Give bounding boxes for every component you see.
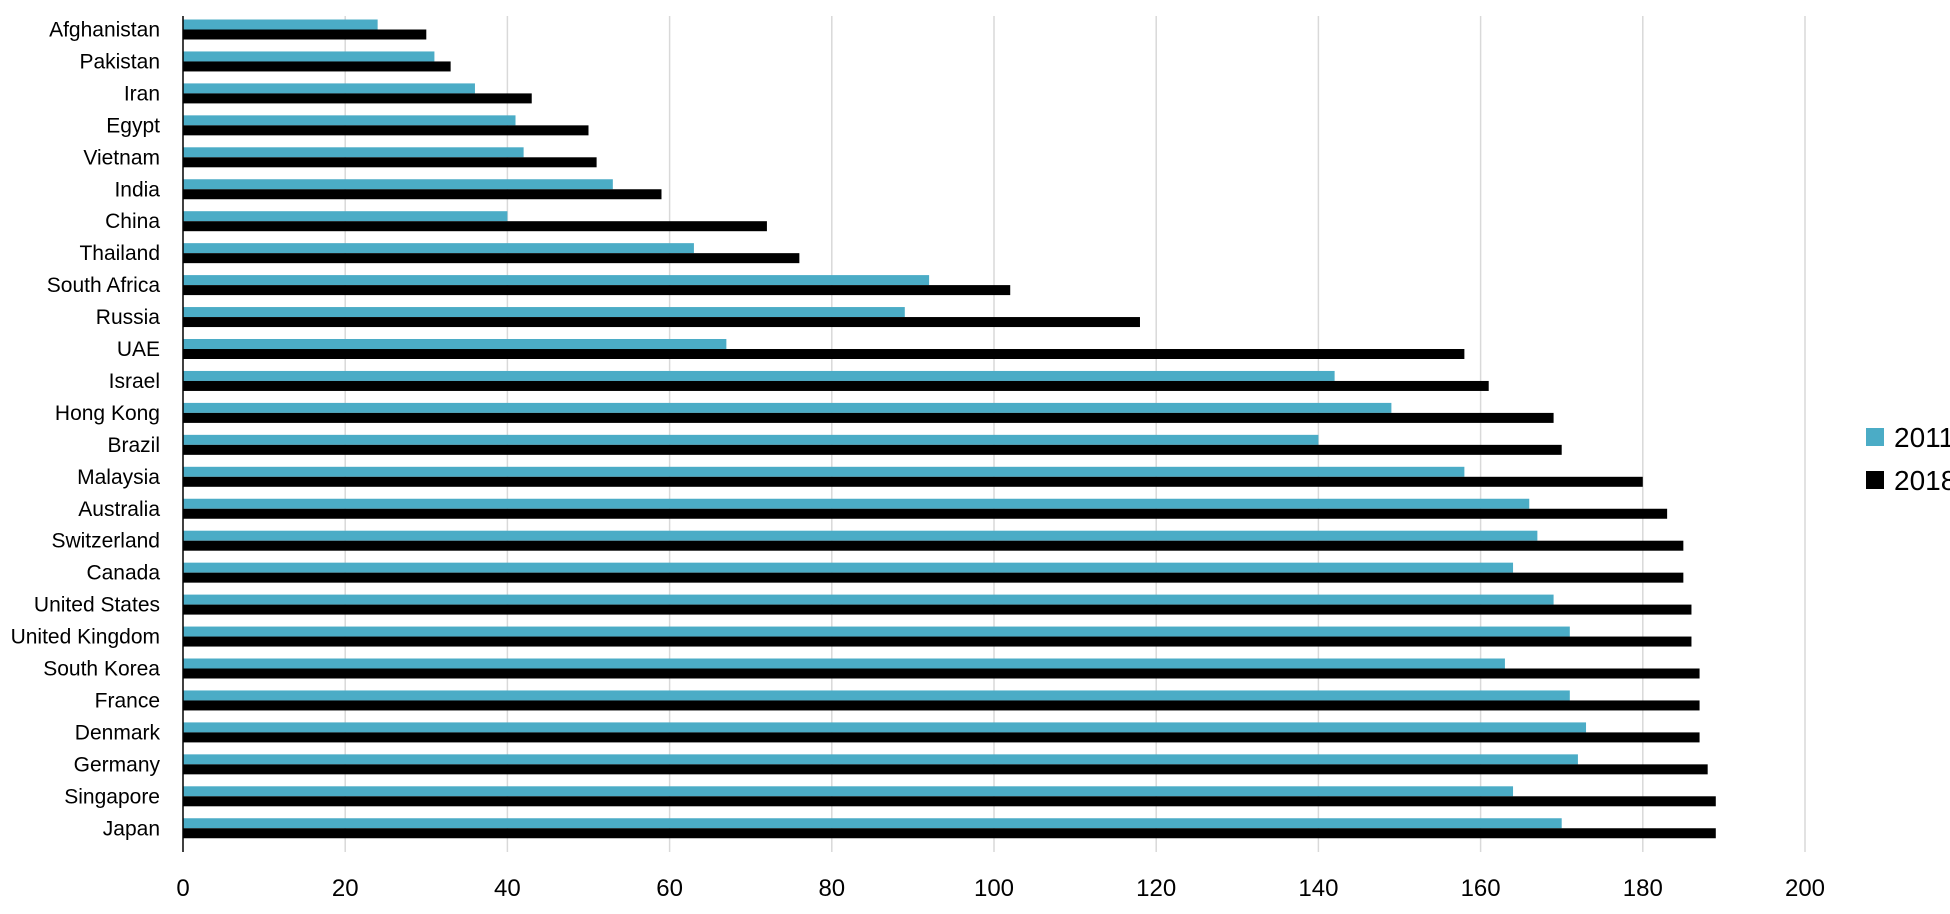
x-tick-label: 140 (1298, 875, 1338, 902)
category-labels: Afghanistan Pakistan Iran Egypt Vietnam India… (11, 19, 161, 841)
category-label: Israel (109, 370, 160, 393)
category-label: South Africa (47, 274, 161, 297)
category-label: Canada (86, 562, 160, 585)
category-label: Hong Kong (55, 402, 160, 425)
bar-2011-india (183, 179, 613, 190)
bar-2018-russia (183, 317, 1140, 328)
bar-2018-brazil (183, 444, 1562, 455)
bar-2011-germany (183, 754, 1578, 765)
bar-2011-singapore (183, 786, 1514, 797)
category-label: South Korea (43, 658, 160, 681)
bar-2011-south-korea (183, 658, 1505, 669)
bar-2018-switzerland (183, 540, 1684, 551)
bar-2011-pakistan (183, 51, 435, 62)
bars (183, 19, 1716, 839)
category-label: Japan (103, 817, 160, 840)
bar-2018-malaysia (183, 476, 1643, 487)
bar-2018-denmark (183, 732, 1700, 743)
legend-label-2011: 2011 (1894, 422, 1950, 453)
bar-2018-vietnam (183, 157, 597, 168)
bar-2018-germany (183, 764, 1708, 775)
bar-2018-egypt (183, 125, 589, 136)
x-tick-label: 60 (656, 875, 683, 902)
category-label: India (114, 178, 160, 201)
category-label: Switzerland (51, 530, 160, 553)
x-tick-label: 40 (494, 875, 521, 902)
category-label: Vietnam (83, 146, 160, 169)
x-tick-labels: 0 20 40 60 80 100 120 140 160 180 200 (176, 875, 1825, 902)
category-label: Singapore (64, 785, 160, 808)
bar-2011-denmark (183, 722, 1587, 733)
bar-2011-france (183, 690, 1570, 701)
bar-2011-brazil (183, 434, 1319, 445)
bar-2011-china (183, 211, 508, 222)
legend: 2011 2018 (1866, 422, 1950, 496)
bar-2011-egypt (183, 115, 516, 126)
bar-2018-united-states (183, 604, 1692, 615)
bar-2011-uae (183, 339, 727, 349)
bar-2018-pakistan (183, 61, 451, 72)
legend-swatch-2011 (1866, 428, 1884, 446)
bar-2011-iran (183, 83, 475, 94)
bar-2018-hong-kong (183, 412, 1554, 423)
bar-2018-south-africa (183, 285, 1011, 296)
bar-2018-france (183, 700, 1700, 711)
bar-2011-hong-kong (183, 402, 1392, 413)
category-label: Russia (96, 306, 161, 329)
x-tick-label: 20 (332, 875, 359, 902)
bar-2018-afghanistan (183, 29, 427, 40)
bar-2011-united-kingdom (183, 626, 1570, 637)
category-label: United States (34, 594, 160, 617)
bar-2018-uae (183, 349, 1465, 359)
bar-2011-vietnam (183, 147, 524, 158)
category-label: Denmark (75, 721, 161, 744)
bar-2018-china (183, 221, 767, 232)
x-tick-label: 180 (1623, 875, 1663, 902)
category-label: Germany (74, 753, 161, 776)
x-tick-label: 100 (974, 875, 1014, 902)
category-label: United Kingdom (11, 626, 160, 649)
category-label: Afghanistan (49, 19, 160, 42)
bar-2018-australia (183, 508, 1668, 519)
bar-2018-israel (183, 380, 1489, 391)
bar-2011-south-africa (183, 275, 930, 286)
bar-2018-japan (183, 828, 1716, 839)
bar-2011-switzerland (183, 530, 1538, 541)
category-label: Australia (78, 498, 160, 521)
bar-2011-russia (183, 307, 905, 318)
category-label: Malaysia (77, 466, 160, 489)
category-label: China (105, 210, 160, 233)
bar-2011-thailand (183, 243, 694, 254)
bar-2018-canada (183, 572, 1684, 583)
bar-2018-india (183, 189, 662, 200)
bar-2018-united-kingdom (183, 636, 1692, 647)
x-tick-label: 160 (1461, 875, 1501, 902)
category-label: UAE (117, 338, 160, 361)
bar-2011-canada (183, 562, 1514, 573)
category-label: Brazil (107, 434, 160, 457)
bar-2011-malaysia (183, 466, 1465, 477)
bar-2011-australia (183, 498, 1530, 509)
x-tick-label: 0 (176, 875, 189, 902)
x-tick-label: 80 (818, 875, 845, 902)
bar-2018-singapore (183, 796, 1716, 807)
category-label: Pakistan (79, 50, 160, 73)
bar-2018-iran (183, 93, 532, 104)
legend-swatch-2018 (1866, 471, 1884, 489)
bar-2011-japan (183, 818, 1562, 829)
category-label: France (95, 689, 160, 712)
bar-2011-united-states (183, 594, 1554, 605)
bar-2018-south-korea (183, 668, 1700, 679)
category-label: Thailand (79, 242, 160, 265)
x-tick-label: 200 (1785, 875, 1825, 902)
x-tick-label: 120 (1136, 875, 1176, 902)
bar-2011-afghanistan (183, 19, 378, 30)
bar-2018-thailand (183, 253, 800, 264)
bar-2011-israel (183, 370, 1335, 381)
category-label: Iran (124, 82, 160, 105)
legend-label-2018: 2018 (1894, 465, 1950, 496)
category-label: Egypt (106, 114, 160, 137)
